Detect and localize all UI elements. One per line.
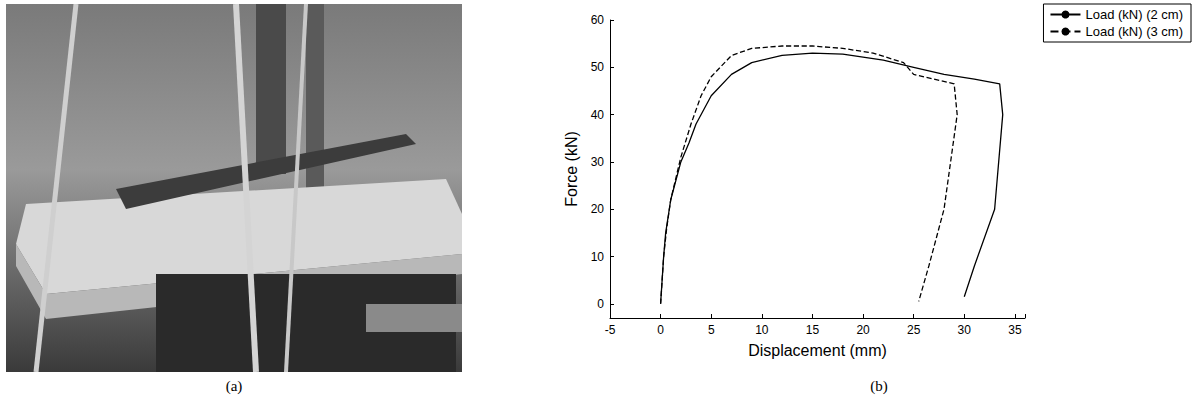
svg-text:10: 10 [591,250,605,264]
svg-text:50: 50 [591,60,605,74]
svg-text:60: 60 [591,13,605,27]
svg-text:5: 5 [708,323,715,337]
svg-text:15: 15 [806,323,820,337]
svg-text:30: 30 [958,323,972,337]
svg-text:35: 35 [1008,323,1022,337]
svg-text:20: 20 [856,323,870,337]
svg-text:Displacement (mm): Displacement (mm) [748,342,887,359]
svg-text:-5: -5 [605,323,616,337]
svg-text:10: 10 [755,323,769,337]
svg-text:0: 0 [657,323,664,337]
html-text:(a): (a) [225,378,243,394]
svg-text:Load (kN) (3 cm): Load (kN) (3 cm) [1085,24,1183,39]
svg-text:30: 30 [591,155,605,169]
svg-text:Load (kN) (2 cm): Load (kN) (2 cm) [1085,7,1183,22]
svg-text:Force (kN): Force (kN) [563,131,580,207]
svg-text:40: 40 [591,108,605,122]
svg-text:0: 0 [597,297,604,311]
svg-text:25: 25 [907,323,921,337]
svg-text:20: 20 [591,202,605,216]
html-text:(b): (b) [870,378,888,394]
